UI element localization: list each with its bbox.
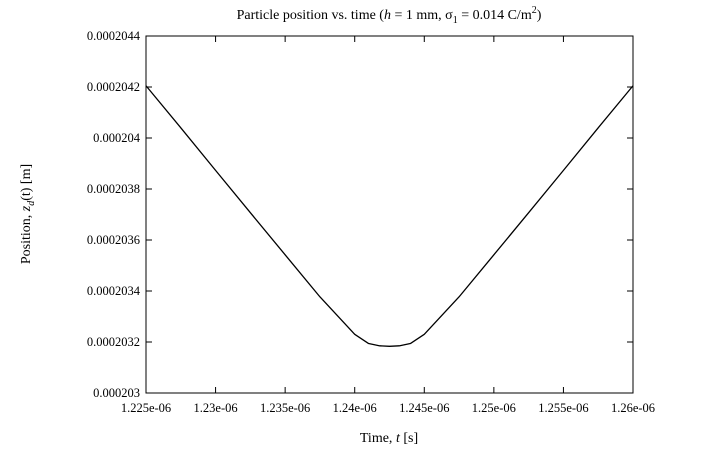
x-tick-label: 1.255e-06 — [538, 401, 588, 415]
plot-frame — [145, 35, 634, 394]
x-tick-label: 1.26e-06 — [611, 401, 655, 415]
y-tick-label: 0.0002036 — [87, 233, 140, 247]
title-tail: = 0.014 C/m — [458, 8, 532, 23]
x-tick-label: 1.225e-06 — [121, 401, 171, 415]
y-tick-label: 0.0002044 — [87, 29, 141, 43]
title-mid: = 1 mm, — [391, 8, 445, 23]
y-tick-label: 0.000203 — [93, 386, 140, 400]
title-sup: 2 — [532, 5, 537, 16]
title-var-h: h — [384, 8, 391, 23]
plot-border — [145, 35, 634, 394]
axis-ticks — [145, 35, 634, 394]
x-axis-label: Time, t [s] — [360, 431, 418, 446]
data-series — [145, 85, 634, 347]
y-tick-label: 0.000204 — [93, 131, 141, 145]
x-tick-label: 1.23e-06 — [194, 401, 238, 415]
y-axis-label: Position, zd(t) [m] — [19, 164, 37, 264]
x-tick-label: 1.24e-06 — [333, 401, 377, 415]
title-close: ) — [537, 8, 542, 23]
title-sigma: σ — [445, 8, 453, 23]
x-tick-label: 1.25e-06 — [472, 401, 516, 415]
x-tick-label: 1.245e-06 — [399, 401, 449, 415]
series-line — [145, 85, 634, 347]
y-tick-label: 0.0002038 — [87, 182, 140, 196]
x-tick-label: 1.235e-06 — [260, 401, 310, 415]
title-sigma-sub: 1 — [453, 15, 458, 26]
y-tick-label: 0.0002032 — [87, 335, 140, 349]
y-tick-label: 0.0002042 — [87, 80, 140, 94]
axis-tick-labels: 1.225e-06 1.23e-06 1.235e-06 1.24e-06 1.245e… — [87, 29, 655, 415]
y-tick-label: 0.0002034 — [87, 284, 141, 298]
title-prefix: Particle position vs. time ( — [237, 8, 385, 23]
chart-title: Particle position vs. time (h = 1 mm, σ1… — [237, 5, 542, 26]
